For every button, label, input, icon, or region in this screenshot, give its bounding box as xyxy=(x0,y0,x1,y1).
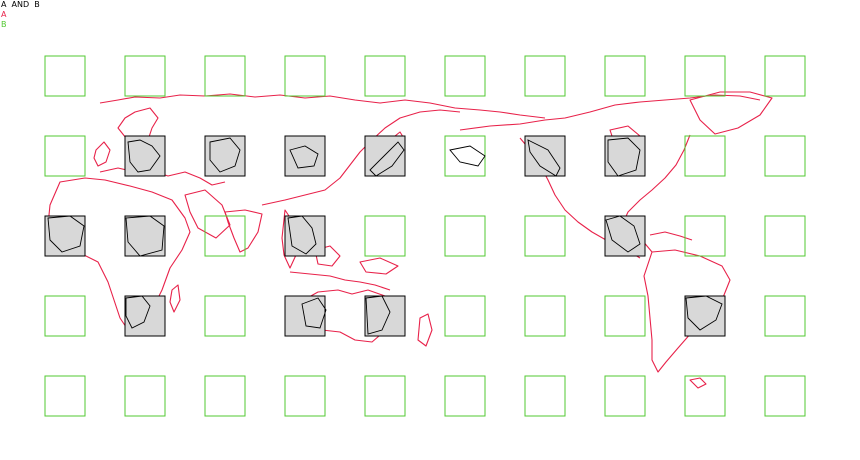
grid-cell xyxy=(364,375,406,417)
coastline-north-america-north xyxy=(459,94,761,131)
intersection-detail-layer xyxy=(47,137,723,335)
grid-cell xyxy=(764,55,806,97)
grid-cell xyxy=(604,375,646,417)
detail-central-america xyxy=(605,215,641,253)
detail-west-australia xyxy=(301,297,327,329)
detail-siberia xyxy=(289,145,319,169)
legend-item-a-and-b: A AND B xyxy=(1,0,40,9)
grid-cell xyxy=(444,375,486,417)
grid-cell xyxy=(204,55,246,97)
grid-cell xyxy=(684,375,726,417)
grid-cell xyxy=(684,135,726,177)
coastline-madagascar xyxy=(169,284,181,313)
legend-item-b: B xyxy=(1,20,7,29)
grid-cell xyxy=(684,215,726,257)
grid-cell xyxy=(124,375,166,417)
coastline-indonesia xyxy=(289,271,391,291)
coastline-east-asia xyxy=(261,109,461,206)
grid-layer-b xyxy=(44,55,806,417)
grid-cell xyxy=(284,55,326,97)
grid-cell xyxy=(364,215,406,257)
grid-cell xyxy=(444,215,486,257)
grid-cell xyxy=(604,295,646,337)
grid-cell-intersection xyxy=(124,295,166,337)
grid-cell xyxy=(124,55,166,97)
grid-cell xyxy=(604,55,646,97)
grid-cell xyxy=(764,135,806,177)
detail-russia xyxy=(209,137,241,173)
grid-cell xyxy=(44,375,86,417)
grid-cell-intersection xyxy=(284,215,326,257)
grid-cell xyxy=(684,55,726,97)
coastline-new-guinea xyxy=(359,257,399,275)
grid-cell xyxy=(444,135,486,177)
grid-cell xyxy=(524,55,566,97)
legend: A AND B A B xyxy=(1,0,40,30)
grid-cell xyxy=(204,375,246,417)
grid-cell-intersection xyxy=(604,135,646,177)
grid-cell-intersection xyxy=(124,215,166,257)
grid-cell xyxy=(764,215,806,257)
grid-cell xyxy=(364,55,406,97)
detail-north-america-east xyxy=(607,137,641,177)
grid-cell xyxy=(44,295,86,337)
detail-north-america-west xyxy=(527,139,561,177)
legend-item-a: A xyxy=(1,10,7,19)
detail-alaska xyxy=(449,145,486,167)
detail-south-africa xyxy=(125,295,151,329)
grid-cell xyxy=(284,375,326,417)
detail-central-africa xyxy=(125,215,165,257)
coastline-new-zealand xyxy=(417,313,433,347)
grid-cell xyxy=(44,55,86,97)
grid-cell xyxy=(44,135,86,177)
coastline-arabia xyxy=(184,189,231,239)
grid-cell xyxy=(524,375,566,417)
grid-cell xyxy=(204,295,246,337)
grid-cell xyxy=(524,215,566,257)
grid-cell-intersection xyxy=(284,135,326,177)
coastline-borneo xyxy=(314,245,341,267)
coastline-caribbean xyxy=(649,231,693,241)
coastline-south-america xyxy=(643,249,731,373)
detail-indochina xyxy=(287,215,317,255)
grid-cell-intersection xyxy=(44,215,86,257)
grid-cell xyxy=(444,295,486,337)
grid-cell xyxy=(444,55,486,97)
detail-europe xyxy=(127,139,161,173)
coastline-south-georgia xyxy=(689,377,707,389)
coastline-britain xyxy=(93,141,111,167)
coastline-greenland xyxy=(689,91,773,135)
coastline-eurasia-north xyxy=(99,93,546,119)
grid-cell-intersection xyxy=(284,295,326,337)
grid-cell xyxy=(524,295,566,337)
detail-west-africa xyxy=(47,215,85,253)
detail-east-australia xyxy=(365,295,391,335)
grid-cell xyxy=(764,295,806,337)
grid-cell xyxy=(764,375,806,417)
coastline-europe-south xyxy=(99,167,226,186)
coastline-india xyxy=(224,209,263,253)
grid-cell xyxy=(204,215,246,257)
detail-kamchatka xyxy=(369,141,405,177)
detail-patagonia xyxy=(685,295,723,331)
